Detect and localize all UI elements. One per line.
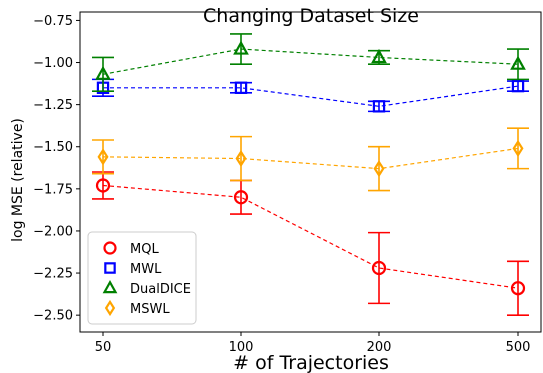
series-mwl <box>92 78 529 113</box>
data-point <box>511 79 525 93</box>
legend-marker-dualdice <box>102 279 118 294</box>
x-tick-label: 200 <box>367 340 392 355</box>
y-axis: −0.75 −1.00 −1.25 −1.50 −1.75 −2.00 −2.25 −2.50 <box>33 14 80 324</box>
legend-box <box>87 231 197 325</box>
data-point <box>95 65 111 80</box>
data-point <box>373 159 385 178</box>
x-tick-label: 50 <box>95 340 112 355</box>
legend-label-mql: MQL <box>130 242 159 257</box>
data-point <box>371 48 387 64</box>
legend-marker-mql <box>103 241 117 255</box>
x-tick-label: 500 <box>506 340 531 355</box>
series-line <box>103 85 519 107</box>
data-point <box>510 55 526 70</box>
data-point <box>234 81 248 94</box>
y-tick-label: −1.75 <box>33 182 73 197</box>
data-point <box>371 260 387 276</box>
y-tick-label: −1.50 <box>33 140 73 155</box>
legend-marker-mwl <box>104 262 116 274</box>
data-point <box>372 100 386 113</box>
series-line <box>102 147 519 170</box>
y-tick-label: −2.00 <box>33 224 73 239</box>
data-point <box>233 190 249 205</box>
x-axis: 50 100 200 500 <box>95 332 531 355</box>
x-tick-label: 100 <box>229 340 254 355</box>
y-tick-label: −1.25 <box>33 98 73 113</box>
data-point <box>95 178 111 193</box>
y-tick-label: −2.50 <box>33 309 73 324</box>
y-tick-label: −1.00 <box>33 56 73 71</box>
legend-label-dualdice: DualDICE <box>130 282 191 297</box>
data-point <box>233 40 249 55</box>
plot-area <box>92 33 529 316</box>
plot-frame <box>79 11 542 333</box>
legend-label-mswl: MSWL <box>130 302 170 317</box>
y-axis-title: log MSE (relative) <box>10 118 26 242</box>
legend-label-mwl: MWL <box>130 262 162 277</box>
series-line <box>102 48 519 75</box>
y-tick-label: −0.75 <box>33 14 73 29</box>
legend-marker-mswl <box>104 299 116 317</box>
y-tick-label: −2.25 <box>33 267 73 282</box>
data-point <box>97 148 109 166</box>
data-point <box>512 139 524 158</box>
legend: MQL MWL DualDICE MSWL <box>87 231 197 325</box>
data-point <box>235 149 247 168</box>
series-dualdice <box>92 33 529 92</box>
chart-title: Changing Dataset Size <box>203 5 419 27</box>
series-mswl <box>92 127 529 192</box>
data-point <box>510 281 526 296</box>
x-axis-title: # of Trajectories <box>233 352 389 373</box>
